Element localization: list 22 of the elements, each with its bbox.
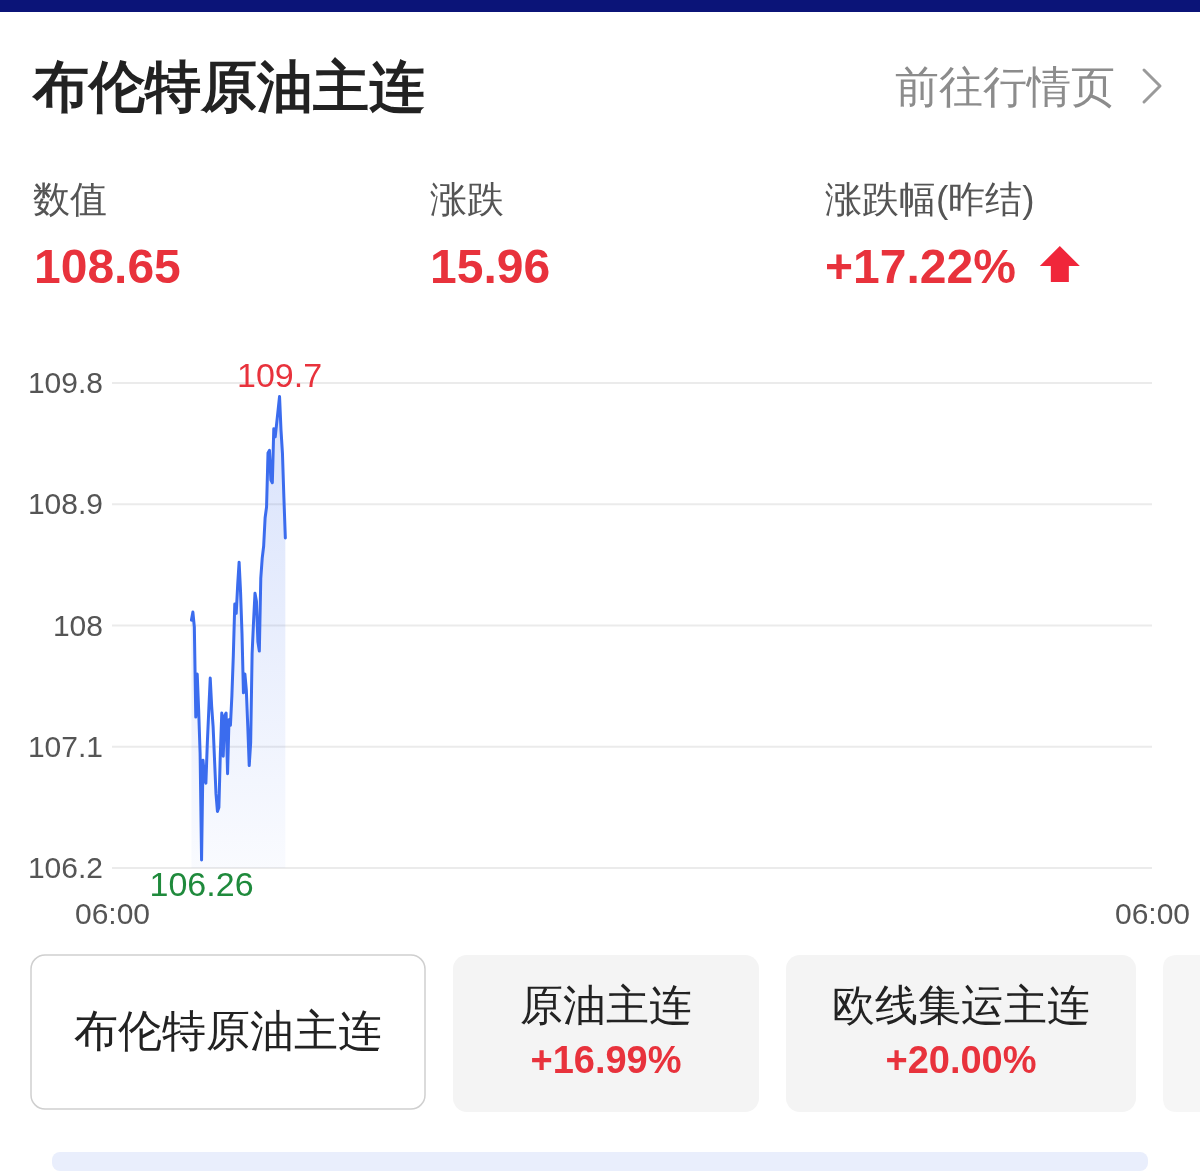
text: +17.22% <box>825 240 1016 293</box>
text: 涨跌幅(昨结) <box>825 179 1035 220</box>
y-tick-label: 109.8 <box>27 366 103 400</box>
y-tick-label: 106.2 <box>27 851 103 885</box>
x-tick-label: 06:00 <box>1114 897 1191 931</box>
y-tick-label: 108.9 <box>27 487 103 521</box>
chart-title: 布伦特原油主连 <box>31 55 425 118</box>
text: +20.00% <box>885 1039 1037 1081</box>
text: 原油主连 <box>520 981 692 1029</box>
text: 15.96 <box>430 240 551 293</box>
text: 欧线集运主连 <box>832 981 1090 1029</box>
y-tick-label: 107.1 <box>27 729 103 763</box>
text: 108.65 <box>34 240 181 293</box>
x-tick-label: 06:00 <box>74 897 151 931</box>
annotation: 106.26 <box>149 864 254 903</box>
text: 数值 <box>33 179 107 220</box>
annotation: 109.7 <box>237 356 323 395</box>
text: 涨跌 <box>430 179 504 220</box>
text: +16.99% <box>530 1039 682 1081</box>
y-tick-label: 108 <box>52 608 103 642</box>
text: 前往行情页 <box>895 62 1115 111</box>
text: 布伦特原油主连 <box>74 1006 382 1055</box>
